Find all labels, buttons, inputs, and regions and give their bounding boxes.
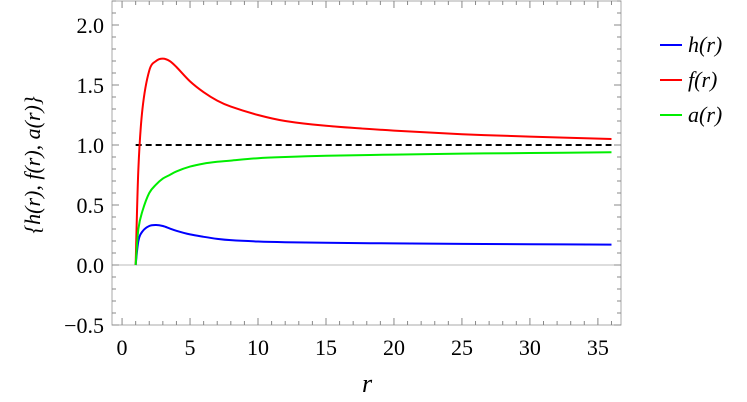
- plot-frame: [111, 0, 622, 326]
- series-line-f: [134, 57, 612, 266]
- y-tick-label: 1.5: [77, 73, 105, 98]
- y-axis-label: {h(r), f(r), a(r)}: [20, 96, 45, 234]
- x-tick-label: 25: [451, 335, 473, 360]
- x-tick-label: 20: [383, 335, 405, 360]
- x-axis-label: r: [362, 369, 373, 398]
- x-tick-label: 5: [185, 335, 196, 360]
- x-tick-label: 10: [247, 335, 269, 360]
- legend-label-f: f(r): [688, 67, 717, 92]
- legend-label-a: a(r): [688, 102, 722, 127]
- series-line-a: [134, 151, 612, 266]
- x-tick-label: 15: [315, 335, 337, 360]
- y-tick-label: 1.0: [77, 133, 105, 158]
- y-tick-label: 2.0: [77, 13, 105, 38]
- legend-label-h: h(r): [688, 32, 722, 57]
- x-tick-label: 35: [587, 335, 609, 360]
- series-line-h: [134, 224, 612, 266]
- y-tick-label: −0.5: [64, 313, 104, 338]
- x-tick-label: 0: [117, 335, 128, 360]
- x-tick-label: 30: [519, 335, 541, 360]
- y-tick-label: 0.0: [77, 253, 105, 278]
- y-tick-label: 0.5: [77, 193, 105, 218]
